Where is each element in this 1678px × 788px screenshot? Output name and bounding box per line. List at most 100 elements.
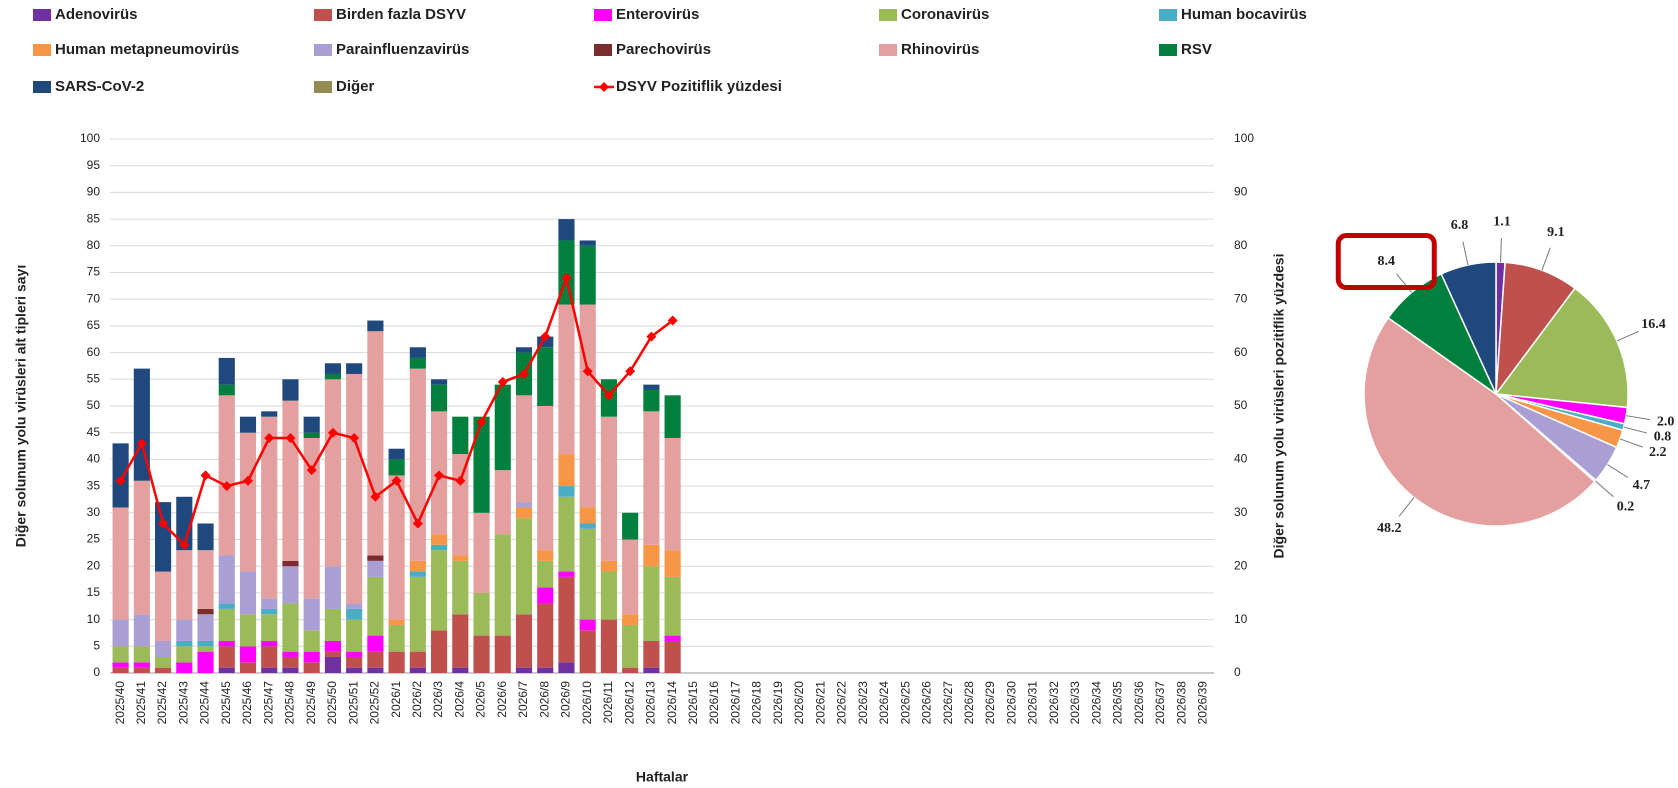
bar-segment (452, 454, 469, 556)
bar-segment (515, 614, 533, 668)
y-tick-label: 25 (87, 532, 101, 546)
line-marker (667, 315, 678, 326)
highlight-box (1335, 233, 1437, 291)
bar-segment (600, 416, 617, 561)
bar-segment (537, 560, 554, 588)
x-tick-label: 2025/46 (240, 681, 254, 725)
bar-segment (643, 544, 660, 567)
bar-segment (303, 416, 320, 433)
bar-segment (579, 304, 596, 508)
bar-segment (367, 331, 384, 556)
bar-segment (197, 640, 214, 647)
bar-segment (558, 304, 575, 455)
bar-segment (537, 550, 554, 561)
bar-segment (643, 640, 660, 668)
y-tick-label: 65 (87, 318, 101, 332)
y2-tick-label: 90 (1234, 185, 1248, 199)
bar-segment (197, 651, 214, 673)
bar-segment (431, 550, 448, 631)
bar-segment (515, 502, 533, 508)
line-marker (476, 417, 487, 428)
bar-segment (643, 389, 660, 412)
bar-segment (537, 347, 554, 406)
x-tick-label: 2026/13 (644, 681, 658, 725)
bar-segment (112, 619, 129, 647)
bar-segment (176, 646, 193, 663)
bar-segment (324, 363, 341, 374)
bar-segment (324, 566, 341, 609)
bar-segment (112, 667, 129, 673)
bar-segment (664, 395, 681, 439)
x-tick-label: 2025/48 (283, 681, 297, 725)
bar-segment (473, 635, 490, 673)
y2-tick-label: 30 (1234, 505, 1248, 519)
bar-segment (473, 416, 490, 513)
bar-segment (218, 384, 235, 396)
x-tick-label: 2026/19 (771, 681, 785, 725)
line-marker (158, 518, 169, 529)
legend-label: Birden fazla DSYV (336, 6, 466, 23)
bar-segment (494, 635, 511, 673)
bar-segment (579, 245, 596, 305)
bar-segment (367, 635, 384, 652)
bar-segment (261, 598, 278, 609)
bar-segment (133, 480, 150, 615)
bar-segment (346, 667, 363, 673)
legend-label: Rhinovirüs (901, 41, 979, 58)
line-marker (115, 475, 126, 486)
y-tick-label: 85 (87, 211, 101, 225)
x-tick-label: 2026/16 (707, 681, 721, 725)
line-marker (221, 481, 232, 492)
bar-segment (261, 667, 278, 673)
bar-segment (622, 667, 639, 673)
bar-segment (579, 619, 596, 631)
leader-line (1398, 497, 1415, 517)
bar-segment (558, 219, 575, 241)
line-marker (243, 475, 253, 486)
y-tick-label: 45 (87, 425, 101, 439)
bar-segment (579, 630, 596, 673)
bar-segment (431, 534, 448, 545)
x-tick-label: 2025/43 (176, 681, 190, 725)
bar-segment (218, 395, 235, 556)
bar-segment (431, 384, 448, 412)
bar-segment (303, 662, 320, 673)
bar-segment (176, 619, 193, 641)
bar-segment (155, 502, 172, 572)
pie-slice (1363, 316, 1596, 527)
x-tick-label: 2026/12 (622, 681, 636, 725)
x-tick-label: 2026/37 (1153, 681, 1167, 725)
y2-tick-label: 20 (1234, 558, 1248, 572)
bar-segment (558, 454, 575, 487)
y-tick-label: 5 (93, 638, 100, 652)
x-tick-label: 2025/42 (155, 681, 169, 725)
bar-segment (643, 566, 660, 641)
y-tick-label: 50 (87, 398, 101, 412)
legend-label: Human metapneumovirüs (55, 41, 239, 58)
legend-label: RSV (1181, 41, 1212, 58)
x-axis-title: Haftalar (636, 769, 689, 785)
bar-segment (622, 512, 639, 540)
leader-line (1607, 464, 1629, 478)
bar-segment (218, 667, 235, 673)
legend-label: Enterovirüs (616, 6, 699, 23)
bar-segment (409, 357, 426, 369)
x-tick-label: 2025/47 (261, 681, 275, 725)
y-tick-label: 0 (93, 665, 100, 679)
bar-segment (346, 619, 363, 652)
x-tick-label: 2026/30 (1004, 681, 1018, 725)
line-marker (646, 331, 657, 342)
legend-swatch (594, 9, 612, 21)
bar-segment (367, 576, 384, 636)
bar-segment (600, 619, 617, 673)
bar-segment (622, 539, 639, 615)
bar-segment (112, 662, 129, 668)
y-tick-label: 35 (87, 478, 101, 492)
x-tick-label: 2026/38 (1174, 681, 1188, 725)
legend-swatch (314, 81, 332, 93)
x-tick-label: 2026/24 (877, 681, 891, 725)
bar-segment (388, 448, 405, 460)
bar-segment (218, 646, 235, 668)
pie-label: 4.7 (1633, 478, 1651, 493)
bar-segment (261, 614, 278, 641)
